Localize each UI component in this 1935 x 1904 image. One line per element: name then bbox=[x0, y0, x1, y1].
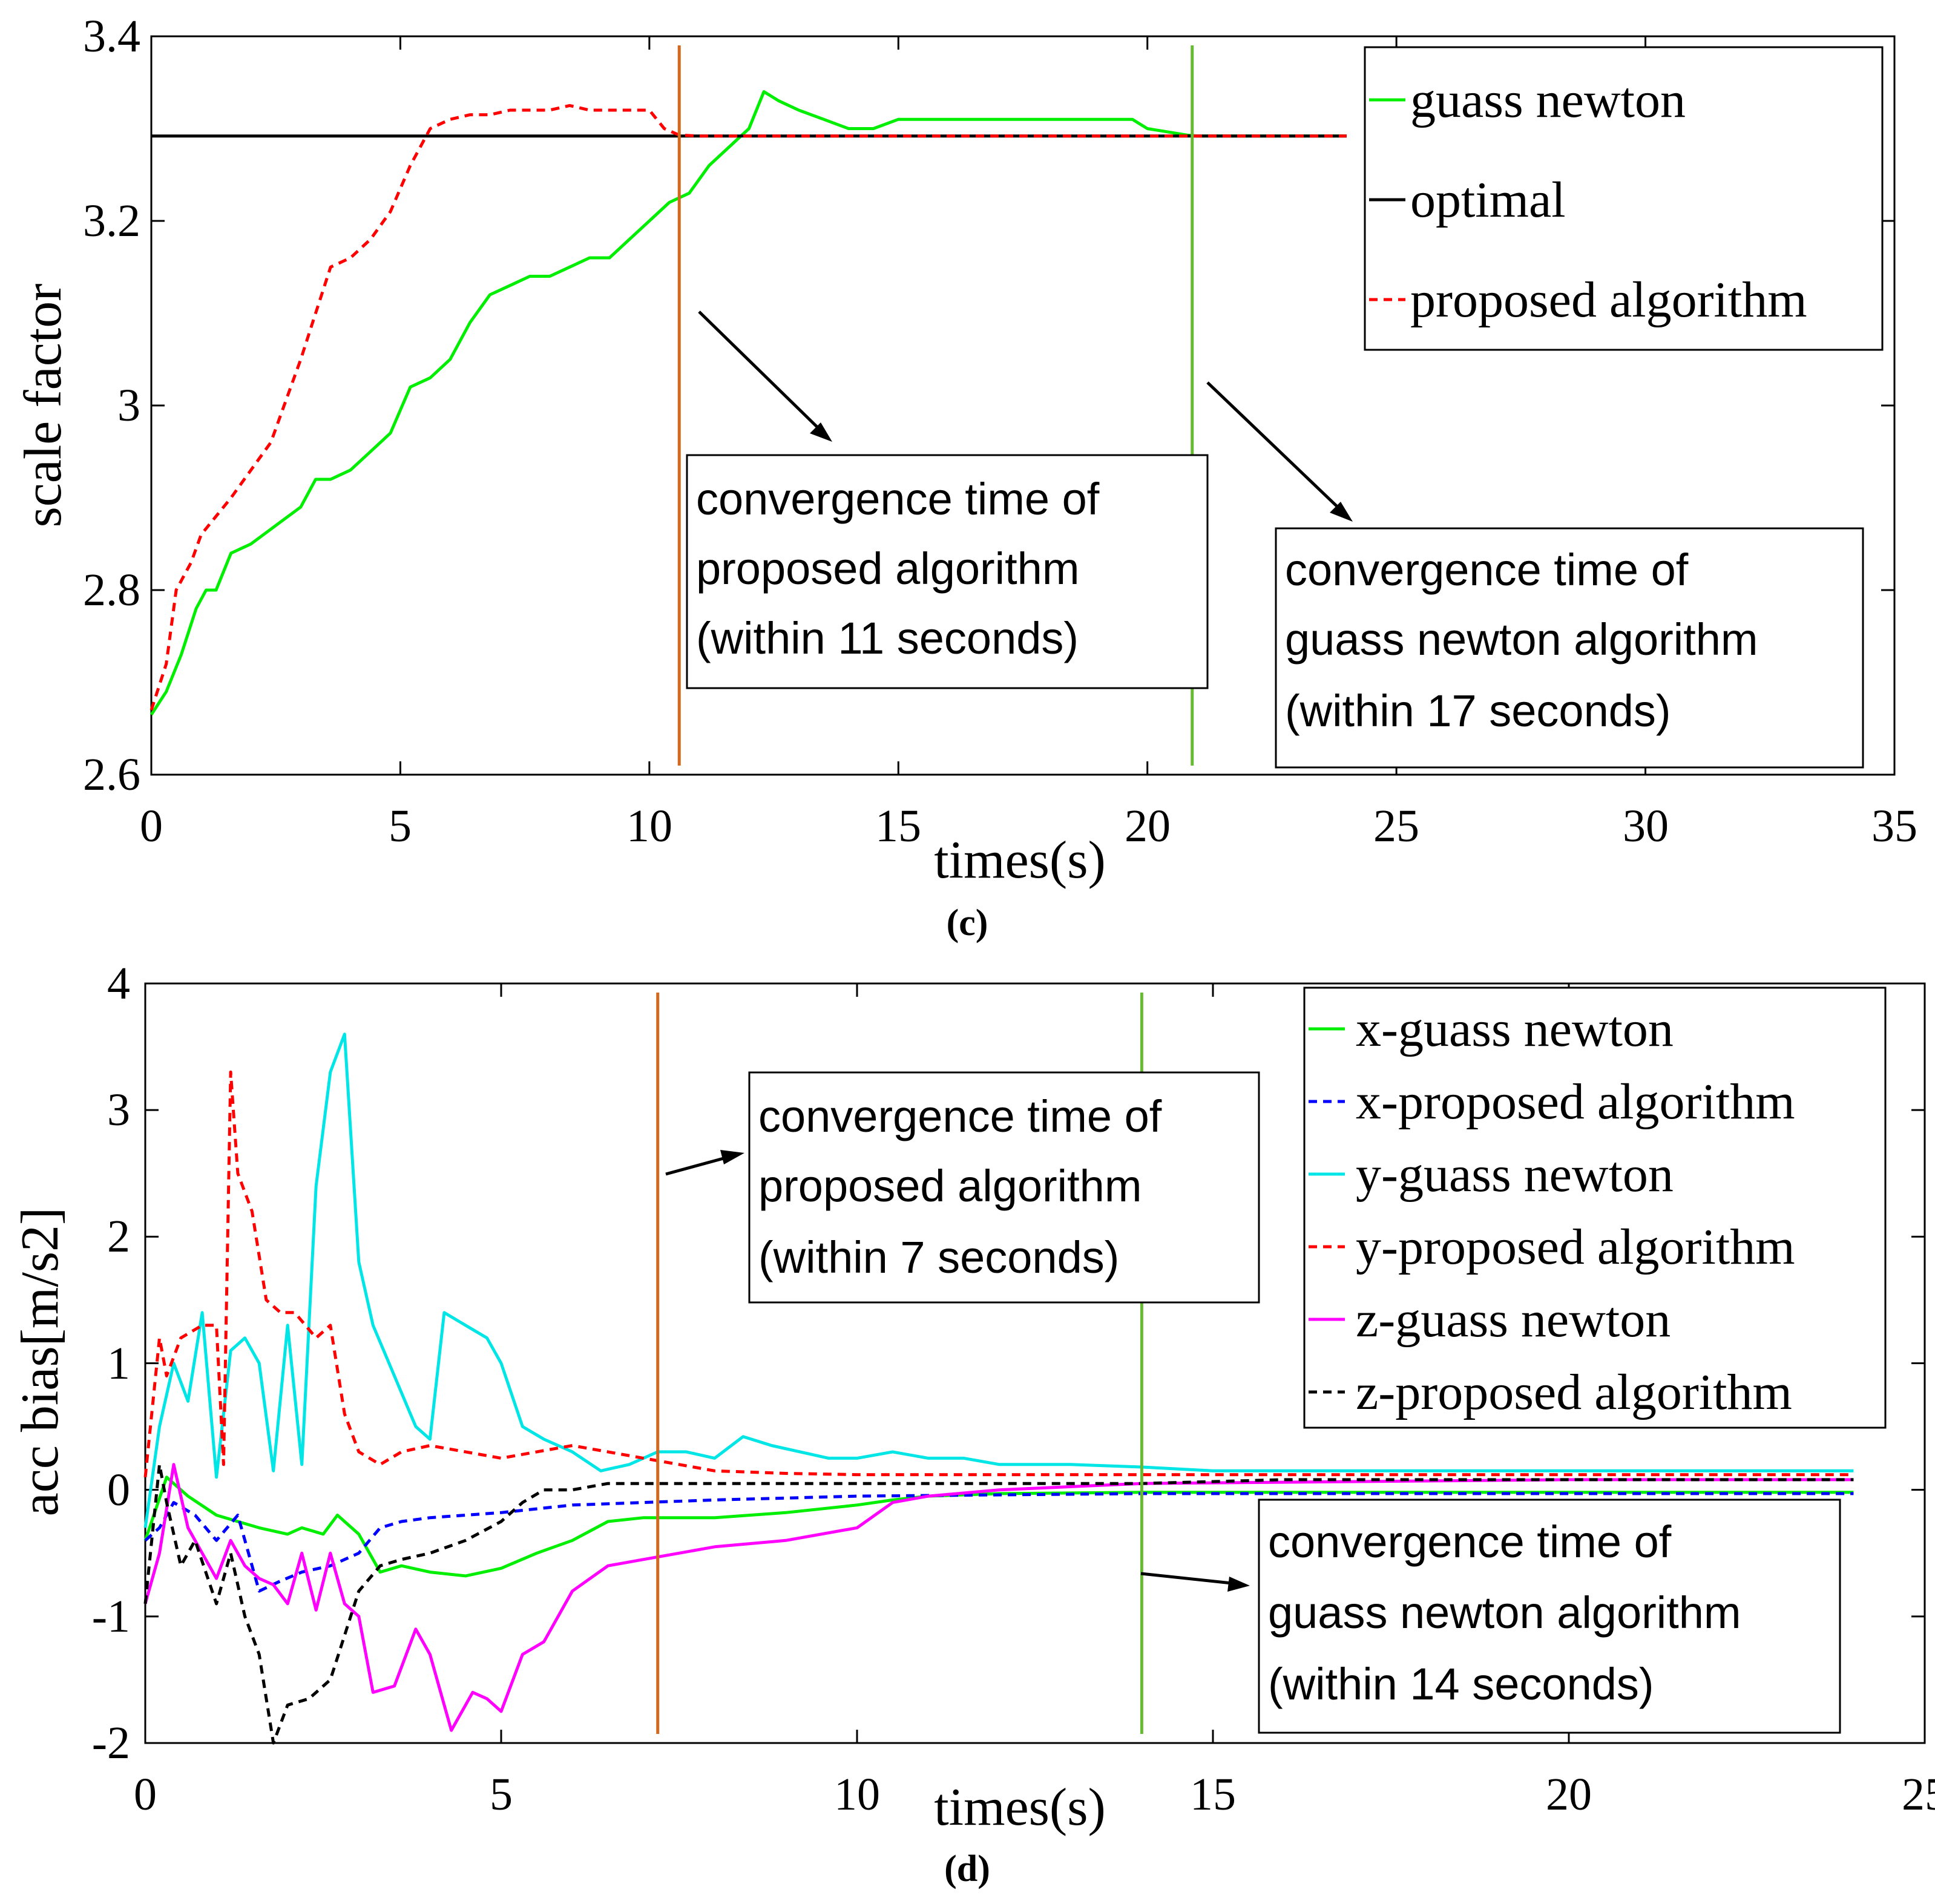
chart-c-x-tick-label: 30 bbox=[1623, 801, 1669, 852]
chart-d-y-tick-labels: -2 -1 0 1 2 3 4 bbox=[92, 958, 130, 1768]
chart-d-panel-label: (d) bbox=[944, 1848, 990, 1889]
chart-c-arrow bbox=[1206, 381, 1348, 517]
chart-c-annotation-gauss: convergence time of guass newton algorit… bbox=[1275, 527, 1864, 769]
chart-d-arrowhead bbox=[720, 1150, 744, 1164]
chart-d-legend-label: z-guass newton bbox=[1356, 1292, 1671, 1348]
chart-d-annotation-line: (within 14 seconds) bbox=[1268, 1659, 1654, 1709]
chart-c-annotation-box bbox=[686, 454, 1209, 689]
chart-d-series-x-guass-newton bbox=[143, 1476, 1854, 1578]
chart-c-y-axis-label: scale factor bbox=[14, 283, 73, 527]
chart-c-y-tick-label: 2.8 bbox=[83, 565, 140, 616]
chart-c-legend-label: proposed algorithm bbox=[1410, 272, 1807, 328]
chart-d-legend-label: z-proposed algorithm bbox=[1356, 1364, 1792, 1420]
chart-d-arrow bbox=[1140, 1572, 1238, 1586]
chart-d-x-axis-label: times(s) bbox=[934, 1778, 1106, 1837]
chart-d-legend-label: y-guass newton bbox=[1356, 1146, 1674, 1203]
chart-c-annotation-line: proposed algorithm bbox=[696, 543, 1079, 594]
chart-d-legend-label: y-proposed algorithm bbox=[1356, 1219, 1795, 1275]
chart-c-x-tick-label: 20 bbox=[1125, 801, 1171, 852]
chart-d-legend-box bbox=[1303, 986, 1887, 1429]
chart-c-annotation-proposed: convergence time of proposed algorithm (… bbox=[686, 454, 1209, 689]
chart-d-y-tick-label: 1 bbox=[107, 1338, 130, 1389]
chart-c-legend-box bbox=[1364, 46, 1884, 351]
chart-d-x-tick-label: 15 bbox=[1190, 1769, 1236, 1820]
chart-d-y-tick-label: 2 bbox=[107, 1211, 130, 1262]
chart-d-x-tick-label: 5 bbox=[490, 1769, 513, 1820]
chart-c-annotation-line: convergence time of bbox=[696, 474, 1100, 524]
chart-c-y-tick-label: 2.6 bbox=[83, 749, 140, 800]
chart-c-annotation-line: (within 17 seconds) bbox=[1285, 686, 1671, 736]
chart-d-x-tick-labels: 0 5 10 15 20 25 bbox=[134, 1769, 1935, 1820]
chart-c-x-tick-label: 5 bbox=[389, 801, 412, 852]
chart-d-annotation-gauss: convergence time of guass newton algorit… bbox=[1258, 1499, 1841, 1734]
chart-c-x-tick-label: 10 bbox=[626, 801, 672, 852]
chart-d-series-z-proposed-algorithm bbox=[143, 1463, 1854, 1745]
chart-d-y-tick-label: -1 bbox=[92, 1591, 130, 1642]
chart-d-y-tick-label: -2 bbox=[92, 1718, 130, 1768]
chart-c-x-tick-label: 35 bbox=[1871, 801, 1917, 852]
chart-c-arrowhead bbox=[1330, 502, 1353, 522]
chart-c: 0 5 10 15 20 25 30 35 2.6 2.8 3 3.2 3.4 … bbox=[14, 11, 1917, 944]
chart-d-series-z-guass-newton bbox=[143, 1463, 1854, 1732]
chart-d-x-tick-label: 25 bbox=[1902, 1769, 1935, 1820]
chart-d-legend: x-guass newton x-proposed algorithm y-gu… bbox=[1303, 986, 1887, 1429]
chart-d-annotation-line: convergence time of bbox=[1268, 1517, 1672, 1567]
chart-d-y-tick-label: 0 bbox=[107, 1465, 130, 1515]
chart-d-series-y-proposed-algorithm bbox=[143, 1070, 1854, 1478]
chart-d-legend-label: x-guass newton bbox=[1356, 1001, 1674, 1057]
chart-c-legend: guass newton optimal proposed algorithm bbox=[1364, 46, 1884, 351]
chart-c-x-tick-labels: 0 5 10 15 20 25 30 35 bbox=[140, 801, 1917, 852]
chart-c-arrowhead bbox=[810, 422, 832, 442]
chart-c-y-tick-label: 3.2 bbox=[83, 195, 140, 246]
chart-c-panel-label: (c) bbox=[947, 902, 988, 944]
chart-d-y-tick-label: 3 bbox=[107, 1085, 130, 1135]
chart-c-series-proposed-algorithm bbox=[149, 103, 1347, 711]
chart-d-y-tick-label: 4 bbox=[107, 958, 130, 1009]
chart-c-legend-label: optimal bbox=[1410, 172, 1566, 228]
chart-d-annotation-box bbox=[1258, 1499, 1841, 1734]
chart-c-x-axis-label: times(s) bbox=[934, 831, 1106, 890]
chart-d-arrowhead bbox=[1227, 1577, 1250, 1592]
chart-c-y-tick-labels: 2.6 2.8 3 3.2 3.4 bbox=[83, 11, 140, 800]
chart-c-y-tick-label: 3 bbox=[117, 380, 140, 431]
chart-d-annotation-line: guass newton algorithm bbox=[1268, 1587, 1741, 1638]
chart-d-series-x-proposed-algorithm bbox=[144, 1492, 1854, 1593]
chart-c-annotation-line: convergence time of bbox=[1285, 545, 1689, 595]
chart-d-arrow bbox=[665, 1154, 733, 1176]
chart-c-annotation-box bbox=[1275, 527, 1864, 769]
chart-d-annotation-line: (within 7 seconds) bbox=[758, 1232, 1119, 1282]
chart-d-legend-label: x-proposed algorithm bbox=[1356, 1074, 1795, 1130]
chart-d-series-y-guass-newton bbox=[143, 1032, 1854, 1528]
chart-c-annotation-line: (within 11 seconds) bbox=[696, 613, 1079, 663]
chart-d-x-tick-label: 0 bbox=[134, 1769, 157, 1820]
chart-d-annotation-line: convergence time of bbox=[758, 1091, 1162, 1141]
chart-c-annotation-line: guass newton algorithm bbox=[1285, 614, 1758, 665]
chart-d-series bbox=[143, 1032, 1854, 1745]
chart-c-series-guass-newton bbox=[149, 90, 1347, 716]
chart-c-arrow bbox=[698, 310, 827, 437]
chart-d-x-tick-label: 10 bbox=[834, 1769, 880, 1820]
chart-d-y-axis-label: acc bias[m/s2] bbox=[11, 1207, 70, 1517]
chart-c-y-tick-label: 3.4 bbox=[83, 11, 140, 62]
chart-d-annotation-box bbox=[748, 1071, 1260, 1304]
chart-d-x-tick-label: 20 bbox=[1546, 1769, 1592, 1820]
chart-d-annotation-line: proposed algorithm bbox=[758, 1161, 1142, 1211]
chart-c-x-tick-label: 0 bbox=[140, 801, 163, 852]
chart-d-annotation-proposed: convergence time of proposed algorithm (… bbox=[748, 1071, 1260, 1304]
chart-d: 0 5 10 15 20 25 -2 -1 0 1 2 3 4 times(s)… bbox=[11, 958, 1935, 1889]
chart-c-x-tick-label: 25 bbox=[1373, 801, 1419, 852]
chart-c-legend-label: guass newton bbox=[1410, 72, 1686, 128]
chart-c-x-tick-label: 15 bbox=[875, 801, 921, 852]
chart-c-series bbox=[149, 90, 1347, 716]
